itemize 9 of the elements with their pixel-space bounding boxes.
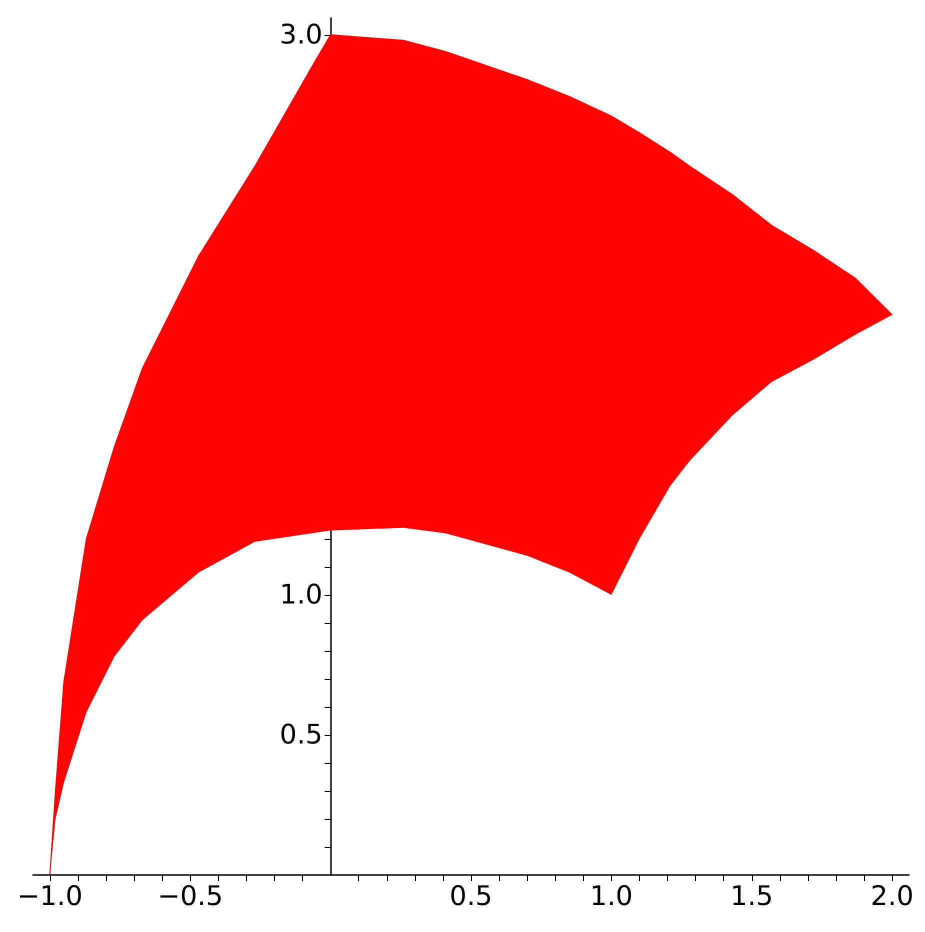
x-tick-label: −1.0 bbox=[17, 881, 83, 912]
x-tick-label: 1.0 bbox=[590, 881, 633, 912]
x-tick-label: 1.5 bbox=[730, 881, 774, 912]
x-tick-label: 0.5 bbox=[450, 881, 492, 912]
x-tick-label: −0.5 bbox=[157, 881, 224, 912]
y-tick-label: 0.5 bbox=[280, 719, 323, 750]
y-tick-label: 3.0 bbox=[280, 19, 323, 50]
x-tick-label: 2.0 bbox=[870, 881, 914, 912]
y-tick-label: 1.0 bbox=[280, 579, 323, 610]
